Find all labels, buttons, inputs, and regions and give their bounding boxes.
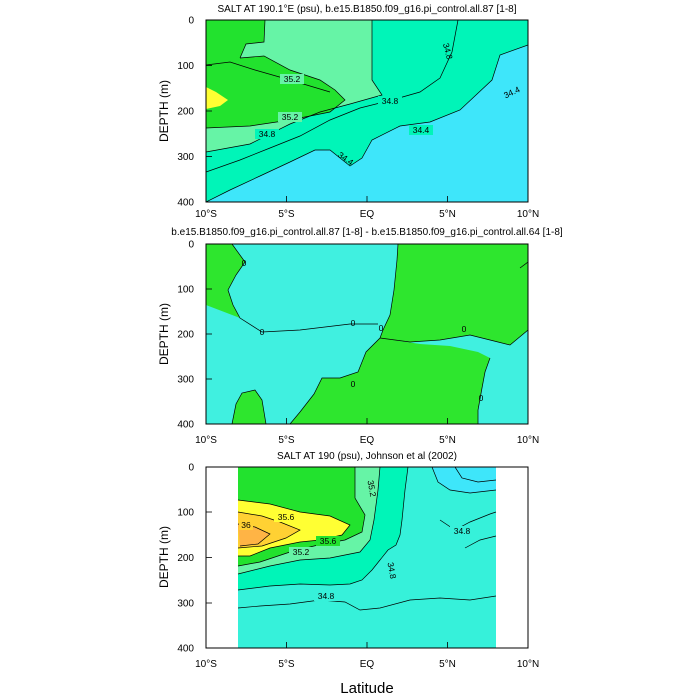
- panel-2-contour-labels: 0 0 0 0 0 0 0: [242, 258, 484, 403]
- panel-1-contour-fill: [206, 20, 528, 202]
- panel-1-ticks: [205, 19, 529, 203]
- panel-2: b.e15.B1850.f09_g16.pi_control.all.87 [1…: [157, 227, 563, 446]
- panel-3-x-tick-labels: 10°S 5°S EQ 5°N 10°N: [195, 659, 539, 670]
- panel-3-contour-label: 36: [241, 520, 251, 530]
- panel-3-contour-label: 35.6: [320, 536, 337, 546]
- panel-1-fill-higher: [206, 87, 228, 109]
- y-tick-label: 200: [177, 553, 194, 564]
- x-tick-label: 10°S: [195, 659, 217, 670]
- panel-3-y-axis-label: DEPTH (m): [157, 526, 171, 588]
- panel-3-contour-fill: [238, 467, 496, 648]
- panel-2-contour-fill: [206, 244, 528, 424]
- panel-2-contour-label: 0: [242, 258, 247, 268]
- y-tick-label: 400: [177, 420, 194, 431]
- panel-1-x-tick-labels: 10°S 5°S EQ 5°N 10°N: [195, 209, 539, 220]
- x-tick-label: 10°N: [517, 659, 539, 670]
- panel-1-contour-label: 34.8: [259, 129, 276, 139]
- x-tick-label: 10°N: [517, 435, 539, 446]
- y-tick-label: 0: [188, 463, 194, 474]
- y-tick-label: 0: [188, 16, 194, 27]
- x-tick-label: 10°S: [195, 209, 217, 220]
- y-tick-label: 300: [177, 375, 194, 386]
- panel-2-x-tick-labels: 10°S 5°S EQ 5°N 10°N: [195, 435, 539, 446]
- panel-2-contour-lines: [227, 244, 528, 424]
- panel-3-title: SALT AT 190 (psu), Johnson et al (2002): [277, 451, 457, 462]
- panel-3-contour-label: 35.6: [278, 512, 295, 522]
- panel-3-ticks: [205, 466, 529, 649]
- x-tick-label: 5°N: [439, 435, 456, 446]
- panel-1-contour-lines: [206, 20, 528, 202]
- panel-1-title: SALT AT 190.1°E (psu), b.e15.B1850.f09_g…: [217, 4, 516, 15]
- panel-3-contour-lines: [237, 467, 497, 611]
- panel-2-contour-label: 0: [462, 324, 467, 334]
- panel-2-contour-label: 0: [379, 323, 384, 333]
- panel-3-contour-label: 34.8: [318, 591, 335, 601]
- panel-2-fill-zero: [206, 244, 398, 424]
- y-tick-label: 100: [177, 508, 194, 519]
- panel-2-fill-zero-east: [380, 330, 528, 424]
- y-tick-label: 300: [177, 599, 194, 610]
- x-tick-label: EQ: [360, 209, 375, 220]
- x-tick-label: 5°S: [278, 659, 295, 670]
- panel-1-contour-label: 34.8: [382, 96, 399, 106]
- panel-1-contour-label: 34.8: [441, 42, 455, 61]
- x-tick-label: 10°S: [195, 435, 217, 446]
- panel-1: SALT AT 190.1°E (psu), b.e15.B1850.f09_g…: [157, 4, 539, 220]
- panel-2-y-axis-label: DEPTH (m): [157, 303, 171, 365]
- panel-1-y-tick-labels: 0 100 200 300 400: [177, 16, 194, 209]
- x-tick-label: 10°N: [517, 209, 539, 220]
- x-axis-label: Latitude: [340, 680, 393, 697]
- y-tick-label: 400: [177, 644, 194, 655]
- x-tick-label: 5°S: [278, 435, 295, 446]
- x-tick-label: EQ: [360, 435, 375, 446]
- panel-1-contour-label: 35.2: [284, 74, 301, 84]
- y-tick-label: 200: [177, 330, 194, 341]
- panel-3-contour-label: 35.2: [293, 547, 310, 557]
- x-tick-label: 5°N: [439, 659, 456, 670]
- panel-1-contour-label: 35.2: [282, 112, 299, 122]
- panel-1-fill-high: [206, 20, 345, 128]
- panel-2-ticks: [205, 243, 529, 425]
- x-tick-label: 5°N: [439, 209, 456, 220]
- y-tick-label: 100: [177, 285, 194, 296]
- panel-1-contour-label: 34.4: [413, 125, 430, 135]
- panel-2-contour-label: 0: [479, 393, 484, 403]
- panel-1-y-axis-label: DEPTH (m): [157, 80, 171, 142]
- y-tick-label: 200: [177, 107, 194, 118]
- panel-3-y-tick-labels: 0 100 200 300 400: [177, 463, 194, 655]
- y-tick-label: 400: [177, 198, 194, 209]
- panel-2-contour-label: 0: [260, 327, 265, 337]
- panel-2-contour-label: 0: [351, 318, 356, 328]
- panel-3-fill-ne-fresh: [432, 467, 496, 493]
- x-tick-label: EQ: [360, 659, 375, 670]
- panel-2-contour-label: 0: [351, 379, 356, 389]
- panel-2-fill-east-corner: [520, 262, 528, 270]
- x-tick-label: 5°S: [278, 209, 295, 220]
- panel-2-y-tick-labels: 0 100 200 300 400: [177, 240, 194, 431]
- panel-2-title: b.e15.B1850.f09_g16.pi_control.all.87 [1…: [171, 227, 563, 238]
- panel-3-contour-labels: 36 35.6 35.6 35.2 35.2 34.8 34.8 34.8: [239, 479, 474, 601]
- panel-3: SALT AT 190 (psu), Johnson et al (2002): [157, 451, 539, 697]
- panel-3-contour-label: 34.8: [386, 561, 399, 579]
- y-tick-label: 0: [188, 240, 194, 251]
- y-tick-label: 100: [177, 61, 194, 72]
- panel-3-contour-label: 35.2: [366, 479, 379, 497]
- y-tick-label: 300: [177, 152, 194, 163]
- panel-3-contour-label: 34.8: [454, 526, 471, 536]
